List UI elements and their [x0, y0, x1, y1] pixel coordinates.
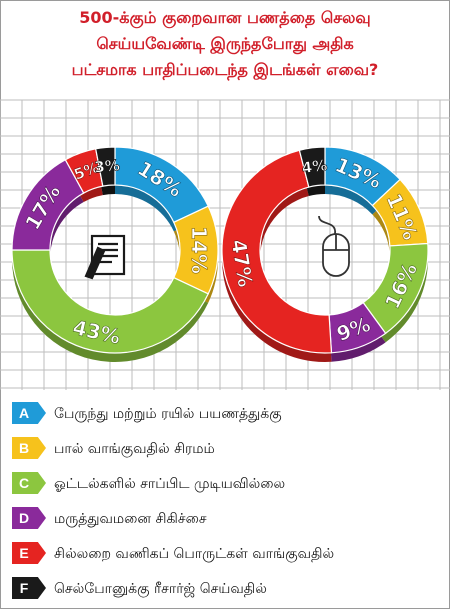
donut-chart-2: 13%11%16%9%47%4%: [221, 146, 429, 363]
title-line-3: பட்சமாக பாதிப்படைந்த இடங்கள் எவை?: [71, 60, 379, 79]
page-title: 500-க்கும் குறைவான பணத்தை செலவு செய்யவேண…: [6, 5, 444, 83]
legend-badge: F: [12, 577, 46, 599]
slice-label-f: 4%: [301, 156, 329, 177]
title-line-2: செய்யவேண்டி இருந்தபோது அதிக: [96, 34, 354, 53]
legend-badge: C: [12, 472, 46, 494]
legend-letter: C: [18, 475, 30, 491]
legend-item-a: A பேருந்து மற்றும் ரயில் பயணத்துக்கு: [12, 396, 442, 431]
slice-f: [298, 146, 326, 188]
donut-chart-1: 18%14%43%17%5%3%: [11, 146, 219, 362]
legend-item-c: C ஓட்டல்களில் சாப்பிட முடியவில்லை: [12, 466, 442, 501]
legend-label: பேருந்து மற்றும் ரயில் பயணத்துக்கு: [54, 406, 282, 422]
legend-badge: E: [12, 542, 46, 564]
slice-label-b: 14%: [187, 226, 211, 274]
legend-label: சில்லறை வணிகப் பொருட்கள் வாங்குவதில்: [54, 546, 335, 562]
document-pen-icon: [84, 234, 126, 280]
legend-letter: D: [18, 510, 30, 526]
donut-group: 18%14%43%17%5%3% 13%11%16%9%47%4%: [11, 146, 429, 363]
legend-label: ஓட்டல்களில் சாப்பிட முடியவில்லை: [54, 476, 286, 492]
legend-letter: B: [18, 440, 30, 456]
legend-label: பால் வாங்குவதில் சிரமம்: [54, 441, 215, 457]
slice-e: [221, 149, 333, 354]
legend-badge: A: [12, 402, 46, 424]
title-line-1: 500-க்கும் குறைவான பணத்தை செலவு: [79, 8, 371, 27]
legend-badge: D: [12, 507, 46, 529]
slice-f: [94, 146, 116, 187]
legend-badge: B: [12, 437, 46, 459]
legend-item-d: D மருத்துவமனை சிகிச்சை: [12, 501, 442, 536]
legend-label: மருத்துவமனை சிகிச்சை: [54, 511, 207, 527]
legend-item-e: E சில்லறை வணிகப் பொருட்கள் வாங்குவதில்: [12, 536, 442, 571]
legend-item-f: F செல்போனுக்கு ரீசார்ஜ் செய்வதில்: [12, 571, 442, 606]
legend-letter: F: [19, 580, 29, 596]
donut-charts: 18%14%43%17%5%3% 13%11%16%9%47%4%: [0, 99, 450, 390]
legend-item-b: B பால் வாங்குவதில் சிரமம்: [12, 431, 442, 466]
legend-letter: A: [18, 405, 30, 421]
slice-label-f: 3%: [94, 156, 121, 176]
legend: A பேருந்து மற்றும் ரயில் பயணத்துக்கு B பால்…: [12, 396, 442, 606]
slice-c: [11, 249, 209, 354]
legend-label: செல்போனுக்கு ரீசார்ஜ் செய்வதில்: [54, 581, 267, 597]
computer-mouse-icon: [318, 215, 350, 277]
legend-letter: E: [19, 545, 29, 561]
